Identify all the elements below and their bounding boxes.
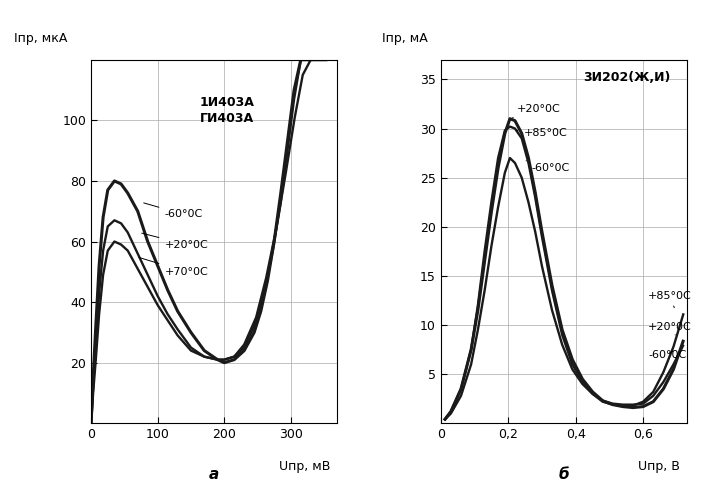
Text: +70°0C: +70°0C: [139, 257, 208, 277]
Text: Uпр, В: Uпр, В: [638, 460, 679, 473]
Text: б: б: [559, 467, 569, 482]
Text: 3И202(Ж,И): 3И202(Ж,И): [583, 71, 671, 84]
Text: +20°0C: +20°0C: [648, 322, 692, 335]
Text: -60°0C: -60°0C: [648, 350, 686, 360]
Text: Iпр, мкА: Iпр, мкА: [14, 32, 67, 45]
Text: а: а: [209, 467, 219, 482]
Text: -60°0C: -60°0C: [144, 203, 203, 219]
Text: +20°0C: +20°0C: [142, 233, 208, 249]
Text: +85°0C: +85°0C: [517, 128, 567, 138]
Text: +85°0C: +85°0C: [648, 290, 692, 308]
Text: 1И403А
ГИ403А: 1И403А ГИ403А: [200, 96, 254, 125]
Text: Iпр, мА: Iпр, мА: [382, 32, 428, 45]
Text: +20°0C: +20°0C: [512, 104, 560, 118]
Text: -60°0C: -60°0C: [526, 161, 570, 173]
Text: Uпр, мВ: Uпр, мВ: [278, 460, 330, 473]
